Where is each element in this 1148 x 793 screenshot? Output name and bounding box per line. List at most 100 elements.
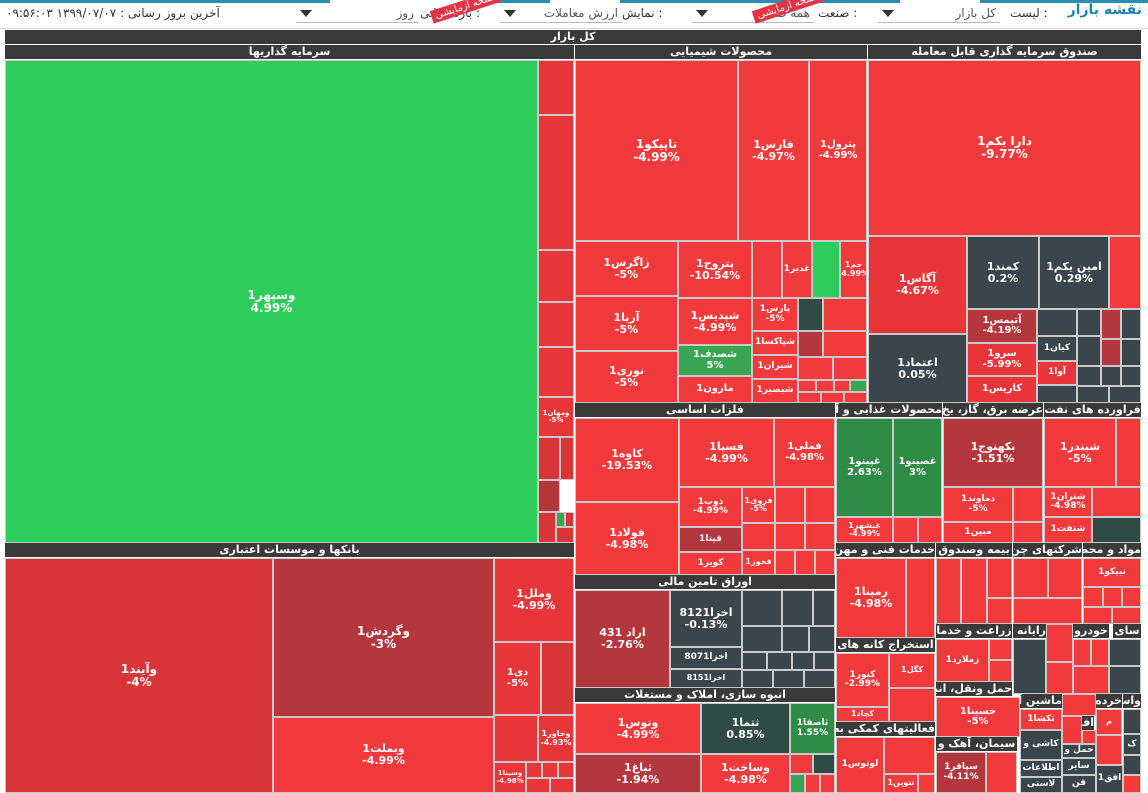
stock-tile[interactable] (1109, 386, 1141, 403)
stock-tile[interactable] (1116, 418, 1141, 487)
stock-tile[interactable]: ثتما1 0.85% (701, 703, 790, 754)
stock-tile[interactable] (1092, 517, 1141, 543)
stock-tile[interactable] (538, 250, 574, 302)
stock-tile[interactable] (538, 302, 574, 347)
stock-tile[interactable]: وساخت1 -4.98% (701, 754, 790, 793)
stock-tile[interactable] (767, 652, 792, 670)
stock-tile[interactable] (989, 660, 1012, 682)
stock-tile[interactable]: سپاقر1 -4.11% (936, 752, 986, 793)
sector-header[interactable]: اف (1082, 716, 1094, 730)
stock-tile[interactable]: کگل1 (889, 653, 935, 688)
stock-tile[interactable] (918, 517, 942, 543)
stock-tile[interactable]: شصدف1 5% (678, 345, 752, 376)
stock-tile[interactable] (526, 762, 542, 778)
stock-tile[interactable] (1123, 775, 1141, 793)
stock-tile[interactable] (812, 241, 840, 298)
stock-tile[interactable]: تکشا1 (1020, 709, 1062, 730)
stock-tile[interactable]: فیتا1 (679, 527, 742, 552)
stock-tile[interactable]: کاشی و (1020, 730, 1062, 760)
stock-tile[interactable]: زاگرس1 -5% (575, 241, 678, 296)
stock-tile[interactable]: قن (1062, 775, 1096, 793)
stock-tile[interactable] (815, 550, 835, 575)
stock-tile[interactable]: حمل و (1062, 744, 1096, 758)
sector-header[interactable]: خرده (1096, 694, 1122, 708)
stock-tile[interactable] (1123, 709, 1141, 734)
stock-tile[interactable] (792, 652, 814, 670)
stock-tile[interactable]: دی1 -5% (494, 642, 541, 715)
stock-tile[interactable] (987, 558, 1012, 598)
stock-tile[interactable]: فخوز1 (742, 550, 775, 575)
stock-tile[interactable]: شنفت1 (1044, 517, 1092, 543)
sector-header[interactable]: محصولات غذایی و آ (836, 403, 942, 417)
stock-tile[interactable]: وتوس1 -4.99% (575, 703, 701, 754)
sector-header[interactable]: ماشین آ (1020, 694, 1062, 708)
sector-header[interactable]: مواد و محص (1083, 543, 1141, 557)
stock-tile[interactable] (1013, 639, 1046, 694)
stock-tile[interactable]: مبین1 (943, 522, 1013, 543)
stock-tile[interactable]: غدیر1 (782, 241, 812, 298)
stock-tile[interactable]: اطلاعات (1020, 760, 1062, 777)
stock-tile[interactable]: سرو1 -5.99% (967, 343, 1037, 376)
stock-tile[interactable]: کچاد1 (836, 707, 889, 722)
stock-tile[interactable]: آوا1 (1037, 361, 1077, 385)
stock-tile[interactable] (782, 626, 809, 652)
stock-tile[interactable] (1037, 385, 1077, 403)
stock-tile[interactable] (1123, 755, 1141, 775)
sector-header[interactable]: سای (1113, 624, 1141, 638)
stock-tile[interactable]: آگاس1 -4.67% (868, 236, 967, 334)
stock-tile[interactable]: حسینا1 -5% (936, 697, 1020, 737)
stock-tile[interactable] (558, 762, 574, 778)
stock-tile[interactable] (775, 523, 805, 550)
stock-tile[interactable] (844, 392, 867, 403)
stock-tile[interactable]: بکهنوج1 -1.51% (943, 418, 1043, 487)
stock-tile[interactable]: ک (1123, 734, 1141, 755)
sector-header[interactable]: اوراق تامین مالی (575, 575, 835, 589)
stock-tile[interactable]: لوتوس1 (836, 737, 884, 793)
stock-tile[interactable]: شیران1 (752, 355, 798, 379)
stock-tile[interactable] (1112, 607, 1141, 624)
stock-tile[interactable] (1048, 558, 1082, 598)
stock-tile[interactable] (1083, 607, 1112, 624)
stock-tile[interactable] (538, 115, 574, 250)
sector-header[interactable]: محصولات شیمیایی (575, 45, 867, 59)
stock-tile[interactable] (805, 774, 820, 793)
sector-header[interactable]: زراعت و خدما (936, 624, 1012, 638)
stock-tile[interactable]: زملارد1 (936, 639, 989, 682)
stock-tile[interactable] (550, 778, 574, 793)
stock-tile[interactable] (1096, 735, 1122, 765)
stock-tile[interactable] (889, 688, 935, 722)
stock-tile[interactable]: ثاصفا1 1.55% (790, 703, 835, 754)
sector-header[interactable]: رایانه و (1013, 624, 1046, 638)
stock-tile[interactable] (1083, 587, 1103, 607)
stock-tile[interactable] (1062, 716, 1082, 744)
stock-tile[interactable] (538, 512, 556, 543)
stock-tile[interactable] (798, 392, 821, 403)
stock-tile[interactable]: شبندر1 -5% (1044, 418, 1116, 487)
stock-tile[interactable]: اخزا8071 (670, 647, 742, 669)
sector-header[interactable]: فراورده های نفت (1044, 403, 1141, 417)
sector-header[interactable]: خودرو (1073, 624, 1109, 638)
stock-tile[interactable]: شبصیر1 (752, 379, 798, 403)
stock-tile[interactable]: وخاور1 -4.93% (538, 715, 574, 762)
stock-tile[interactable]: اخزا8121 -0.13% (670, 590, 742, 647)
stock-tile[interactable] (1121, 366, 1141, 386)
stock-tile[interactable]: شپاکسا1 (752, 331, 798, 355)
stock-tile[interactable] (1013, 598, 1082, 624)
stock-tile[interactable] (961, 558, 987, 624)
stock-tile[interactable] (538, 347, 574, 397)
stock-tile[interactable]: اراد 431 -2.76% (575, 590, 670, 688)
stock-tile[interactable]: فارس1 -4.97% (738, 60, 809, 241)
stock-tile[interactable] (775, 550, 795, 575)
stock-tile[interactable]: کاوه1 -19.53% (575, 418, 679, 502)
stock-tile[interactable] (987, 598, 1012, 624)
stock-tile[interactable]: ثباغ1 -1.94% (575, 754, 701, 793)
stock-tile[interactable] (834, 380, 850, 392)
stock-tile[interactable] (816, 380, 834, 392)
stock-tile[interactable]: کیان1 (1037, 336, 1077, 361)
stock-tile[interactable] (820, 774, 835, 793)
stock-tile[interactable] (538, 60, 574, 115)
stock-tile[interactable]: فسپا1 -4.99% (679, 418, 774, 487)
stock-tile[interactable]: تاپیکو1 -4.99% (575, 60, 738, 241)
stock-tile[interactable] (798, 298, 823, 331)
stock-tile[interactable] (893, 517, 918, 543)
